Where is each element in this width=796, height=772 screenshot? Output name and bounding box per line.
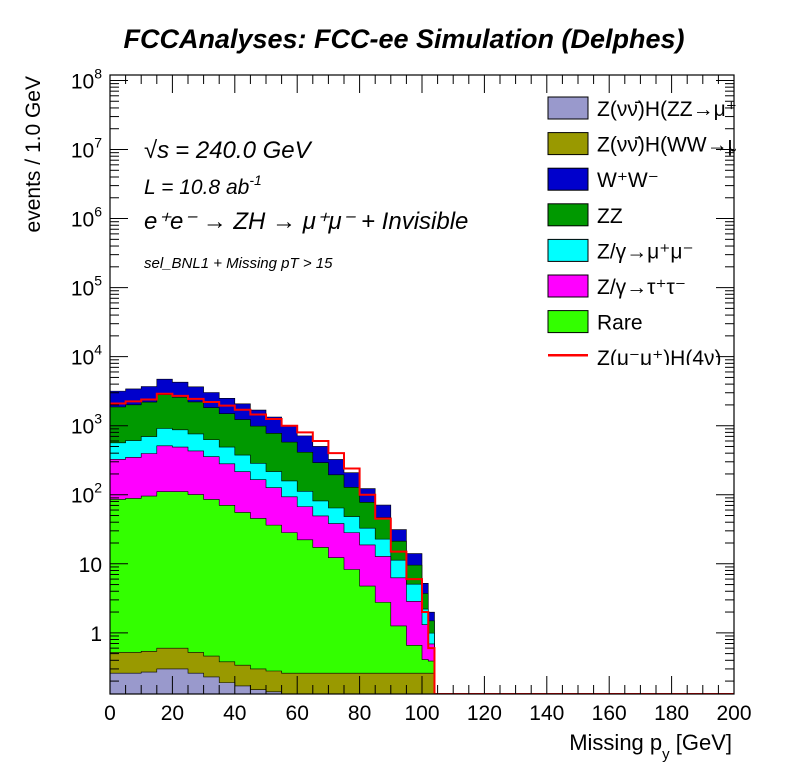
legend: Z(νν̄)H(ZZ→μ⁺μ⁻ν⁺ν) Z(νν̄)H(WW→μ⁺νμ⁻ν) W⁺W… xyxy=(547,96,796,370)
x-tick-label: 100 xyxy=(404,702,439,725)
legend-label: Z/γ→τ⁺τ⁻ xyxy=(597,276,686,299)
y-tick-label: 108 xyxy=(71,65,102,93)
legend-entry-z: Z/γ→τ⁺τ⁻ xyxy=(547,274,686,299)
x-tick-label: 60 xyxy=(286,702,309,725)
x-tick-label: 140 xyxy=(529,702,564,725)
x-tick-label: 40 xyxy=(223,702,246,725)
process-annotation: e⁺e⁻ → ZH → μ⁺μ⁻ + Invisible xyxy=(144,208,468,235)
legend-swatch xyxy=(547,274,589,298)
legend-label: Rare xyxy=(597,312,643,335)
y-axis-label: events / 1.0 GeV xyxy=(22,76,45,232)
legend-entry-z-h-zz: Z(νν̄)H(ZZ→μ⁺μ⁻ν⁺ν) xyxy=(547,96,796,121)
x-tick-label: 0 xyxy=(104,702,116,725)
chart-title: FCCAnalyses: FCC-ee Simulation (Delphes) xyxy=(123,24,684,54)
x-tick-label: 160 xyxy=(592,702,627,725)
legend-entry-z-h-ww: Z(νν̄)H(WW→μ⁺νμ⁻ν) xyxy=(547,132,796,157)
x-tick-label: 120 xyxy=(467,702,502,725)
x-axis-label: Missing py [GeV] xyxy=(569,730,732,763)
legend-label: ZZ xyxy=(597,205,623,228)
y-tick-label: 104 xyxy=(71,342,102,370)
luminosity-annotation: L = 10.8 ab-1 xyxy=(144,172,262,199)
legend-swatch xyxy=(547,310,589,334)
sqrt-s-annotation: √s = 240.0 GeV xyxy=(144,137,313,164)
y-tick-label: 1 xyxy=(90,623,102,646)
y-tick-label: 10 xyxy=(79,554,102,577)
legend-label: Z(νν̄)H(ZZ→μ⁺μ⁻ν⁺ν) xyxy=(597,98,796,121)
x-tick-label: 180 xyxy=(654,702,689,725)
x-tick-label: 20 xyxy=(161,702,184,725)
y-tick-label: 105 xyxy=(71,273,102,301)
y-tick-label: 107 xyxy=(71,135,102,163)
stack-area-rare xyxy=(110,491,435,694)
legend-label: W⁺W⁻ xyxy=(597,169,659,192)
x-tick-label: 200 xyxy=(716,702,751,725)
legend-entry-rare: Rare xyxy=(547,310,643,335)
legend-label: Z(νν̄)H(WW→μ⁺νμ⁻ν) xyxy=(597,134,796,157)
legend-entry-zz: ZZ xyxy=(547,203,623,228)
legend-label: Z(μ⁻μ⁺)H(4ν) xyxy=(597,347,722,370)
x-tick-label: 80 xyxy=(348,702,371,725)
legend-swatch xyxy=(547,96,589,120)
legend-swatch xyxy=(547,203,589,227)
legend-entry-w-w: W⁺W⁻ xyxy=(547,167,659,192)
y-tick-label: 106 xyxy=(71,204,102,232)
legend-label: Z/γ→μ⁺μ⁻ xyxy=(597,240,694,263)
y-tick-label: 103 xyxy=(71,411,102,439)
legend-swatch xyxy=(547,238,589,262)
legend-swatch xyxy=(547,167,589,191)
signal-line xyxy=(110,392,734,694)
selection-annotation: sel_BNL1 + Missing pT > 15 xyxy=(144,255,333,272)
legend-swatch xyxy=(547,132,589,156)
legend-entry-z-h-4: Z(μ⁻μ⁺)H(4ν) xyxy=(548,347,722,370)
y-tick-label: 102 xyxy=(71,480,102,508)
legend-entry-z: Z/γ→μ⁺μ⁻ xyxy=(547,238,694,263)
